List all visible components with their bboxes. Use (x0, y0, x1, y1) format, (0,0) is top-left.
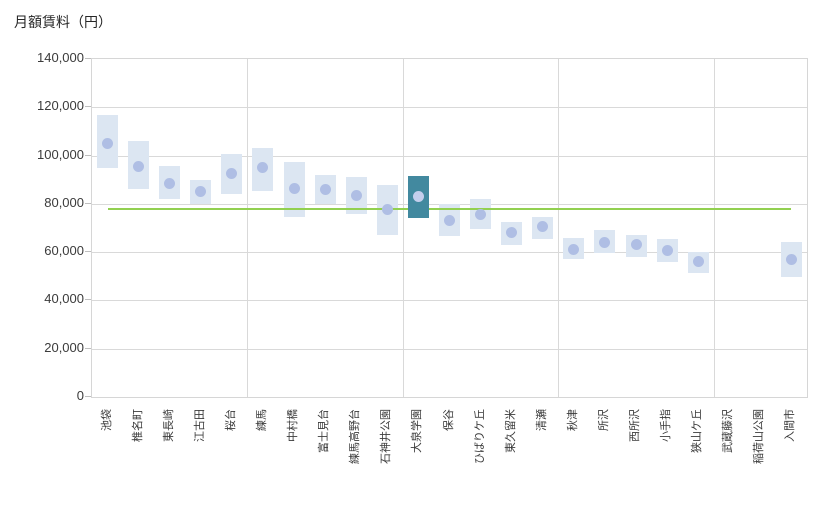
x-category-label: 武蔵藤沢 (722, 409, 735, 453)
x-category-label: 練馬高野台 (349, 409, 362, 464)
x-category-label: 桜台 (224, 409, 237, 431)
y-tick-label: 60,000 (44, 243, 84, 259)
median-dot (412, 191, 424, 203)
median-dot (381, 204, 393, 216)
y-tick-label: 140,000 (37, 50, 84, 65)
h-gridline (92, 300, 807, 302)
x-category-label: ひばりケ丘 (473, 409, 486, 464)
median-dot (692, 256, 704, 268)
y-tick-label: 80,000 (44, 194, 84, 210)
h-gridline (92, 348, 807, 350)
v-gridline (558, 59, 560, 397)
x-category-label: 石神井公園 (380, 409, 393, 464)
median-dot (226, 168, 238, 180)
median-dot (164, 177, 176, 189)
median-dot (319, 183, 331, 195)
x-category-label: 西所沢 (629, 409, 642, 442)
median-dot (661, 245, 673, 257)
h-gridline (92, 107, 807, 109)
y-tick (85, 299, 91, 301)
median-dot (444, 215, 455, 227)
x-category-label: 椎名町 (131, 409, 144, 442)
v-gridline (713, 59, 715, 397)
y-tick-label: 0 (76, 388, 84, 403)
x-category-label: 中村橋 (287, 409, 300, 442)
v-gridline (402, 59, 404, 397)
median-dot (257, 162, 269, 174)
x-category-label: 所沢 (597, 409, 610, 431)
median-dot (537, 221, 549, 233)
y-tick (85, 396, 91, 397)
x-category-label: 狭山ケ丘 (691, 409, 704, 453)
x-category-label: 練馬 (255, 409, 268, 431)
median-dot (350, 189, 362, 201)
y-tick-label: 20,000 (44, 339, 84, 355)
median-dot (288, 182, 300, 194)
v-gridline (247, 59, 249, 397)
x-category-label: 東長崎 (162, 409, 175, 442)
median-dot (102, 138, 114, 149)
median-dot (506, 227, 518, 239)
chart-title: 月額賃料（円） (14, 14, 112, 30)
median-dot (195, 186, 207, 198)
median-dot (599, 236, 611, 248)
x-category-label: 稲荷山公園 (753, 409, 766, 464)
x-category-label: 江古田 (193, 409, 206, 442)
x-category-label: 大泉学園 (411, 409, 424, 453)
y-tick (85, 58, 91, 59)
y-tick-label: 100,000 (37, 146, 84, 162)
x-category-label: 秋津 (566, 409, 579, 431)
y-tick (85, 154, 91, 156)
x-category-label: 清瀬 (535, 409, 548, 431)
x-category-label: 富士見台 (318, 409, 331, 453)
median-dot (785, 253, 797, 265)
y-tick-label: 40,000 (44, 291, 84, 307)
x-category-label: 小手指 (660, 409, 673, 442)
median-dot (568, 244, 580, 256)
y-tick (85, 202, 91, 204)
y-tick (85, 347, 91, 349)
x-category-label: 東久留米 (504, 409, 517, 453)
x-category-label: 池袋 (100, 409, 113, 431)
median-dot (475, 209, 487, 221)
y-tick (85, 251, 91, 253)
reference-line (107, 207, 792, 210)
y-tick (85, 106, 91, 108)
plot-area (91, 58, 808, 398)
h-gridline (92, 155, 807, 157)
x-category-label: 保谷 (442, 409, 455, 431)
y-tick-label: 120,000 (37, 98, 84, 114)
h-gridline (92, 252, 807, 254)
median-dot (133, 160, 145, 172)
median-dot (630, 239, 642, 251)
x-category-label: 入間市 (784, 409, 797, 442)
